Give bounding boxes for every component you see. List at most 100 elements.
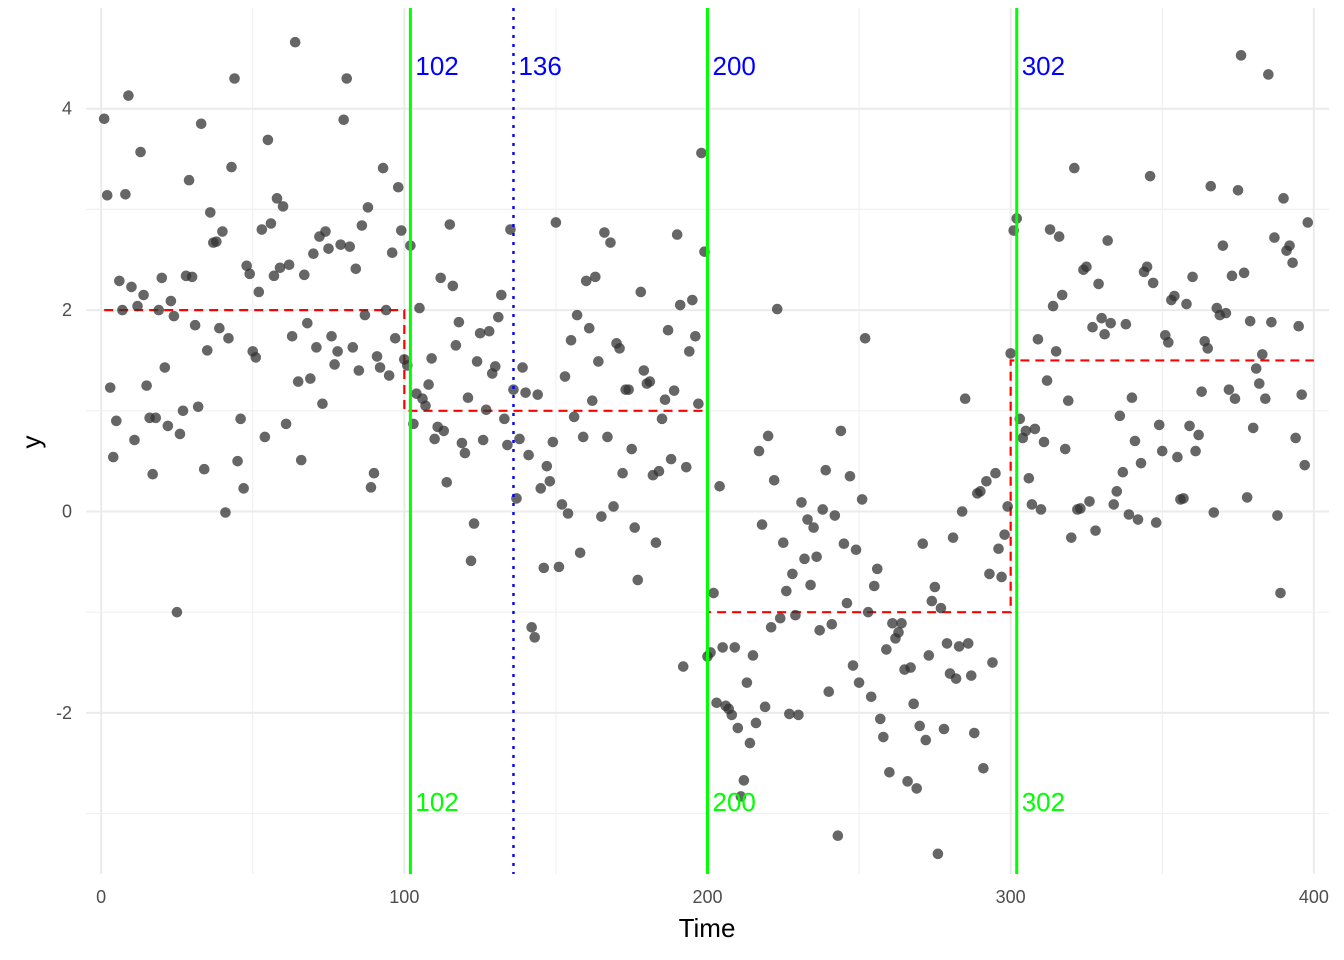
data-point bbox=[932, 848, 944, 860]
data-point bbox=[671, 229, 683, 240]
data-point bbox=[1156, 445, 1168, 457]
data-point bbox=[1284, 240, 1295, 251]
x-tick-label: 200 bbox=[692, 887, 722, 907]
data-point bbox=[374, 362, 386, 373]
data-point bbox=[926, 595, 938, 607]
data-point bbox=[1066, 532, 1077, 543]
data-point bbox=[1257, 349, 1268, 360]
data-point bbox=[347, 342, 359, 353]
data-point bbox=[286, 330, 298, 342]
data-point bbox=[335, 239, 346, 250]
data-point bbox=[714, 481, 725, 492]
data-point bbox=[738, 775, 750, 786]
data-point bbox=[253, 286, 265, 298]
data-point bbox=[586, 395, 598, 407]
data-point bbox=[580, 275, 592, 287]
data-point bbox=[962, 638, 974, 649]
data-point bbox=[1114, 410, 1126, 422]
changepoint-top-label: 302 bbox=[1022, 51, 1065, 81]
data-point bbox=[844, 470, 856, 482]
data-point bbox=[523, 449, 534, 461]
data-point bbox=[835, 425, 847, 437]
data-point bbox=[1299, 459, 1311, 471]
data-point bbox=[777, 537, 789, 549]
data-point bbox=[283, 259, 295, 271]
data-point bbox=[562, 508, 574, 519]
data-point bbox=[747, 650, 759, 661]
data-point bbox=[192, 401, 204, 413]
data-point bbox=[1205, 180, 1217, 192]
data-point bbox=[1069, 162, 1080, 174]
data-point bbox=[489, 361, 501, 372]
data-point bbox=[229, 73, 240, 84]
data-point bbox=[1229, 393, 1241, 405]
data-point bbox=[1238, 267, 1250, 279]
data-point bbox=[1150, 517, 1162, 528]
data-point bbox=[1144, 170, 1156, 182]
data-point bbox=[881, 644, 892, 655]
data-point bbox=[465, 555, 477, 567]
data-point bbox=[878, 731, 889, 743]
data-point bbox=[377, 162, 389, 174]
data-point bbox=[265, 218, 277, 229]
data-point bbox=[383, 370, 395, 381]
y-tick-label: -2 bbox=[56, 703, 72, 723]
data-point bbox=[808, 522, 819, 533]
data-point bbox=[1111, 486, 1123, 497]
data-point bbox=[917, 538, 929, 550]
data-point bbox=[153, 304, 165, 316]
data-point bbox=[317, 398, 328, 410]
data-point bbox=[350, 263, 362, 275]
data-point bbox=[1163, 337, 1174, 348]
data-point bbox=[1141, 261, 1153, 273]
data-point bbox=[1035, 504, 1047, 515]
data-point bbox=[929, 581, 941, 593]
axis-ticks: 0 100 200 300 400 -2 0 2 4 bbox=[56, 99, 1329, 907]
data-point bbox=[1023, 472, 1035, 484]
data-point bbox=[386, 247, 398, 258]
data-point bbox=[590, 271, 601, 283]
data-point bbox=[1278, 193, 1289, 204]
data-point bbox=[1196, 386, 1207, 397]
data-point bbox=[435, 272, 447, 284]
data-point bbox=[823, 686, 835, 698]
data-point bbox=[159, 362, 171, 373]
data-point bbox=[680, 461, 692, 473]
data-point bbox=[101, 189, 113, 201]
data-point bbox=[832, 830, 844, 842]
data-point bbox=[1096, 312, 1107, 324]
data-point bbox=[514, 433, 525, 445]
data-point bbox=[365, 482, 377, 493]
data-point bbox=[226, 161, 237, 173]
changepoint-top-label: 102 bbox=[415, 51, 458, 81]
data-point bbox=[371, 351, 383, 362]
data-point bbox=[814, 625, 825, 636]
data-point bbox=[1181, 298, 1192, 310]
data-point bbox=[896, 617, 907, 629]
x-tick-label: 400 bbox=[1299, 887, 1329, 907]
data-point bbox=[635, 286, 647, 298]
x-tick-label: 100 bbox=[389, 887, 419, 907]
x-tick-label: 300 bbox=[996, 887, 1026, 907]
true-mean-segments bbox=[104, 308, 1314, 614]
data-point bbox=[583, 322, 595, 334]
data-point bbox=[150, 412, 162, 424]
data-point bbox=[1172, 451, 1183, 463]
data-point bbox=[1247, 422, 1259, 434]
data-point bbox=[1241, 492, 1253, 503]
data-point bbox=[302, 317, 313, 329]
data-point bbox=[847, 660, 859, 671]
data-point bbox=[389, 332, 401, 344]
data-point bbox=[787, 568, 798, 580]
data-point bbox=[195, 118, 207, 130]
data-point bbox=[1190, 445, 1201, 457]
data-point bbox=[781, 585, 792, 597]
data-point bbox=[298, 269, 310, 281]
data-point bbox=[623, 384, 634, 395]
changepoint-bottom-label: 102 bbox=[415, 787, 458, 817]
data-point bbox=[968, 727, 980, 739]
data-point bbox=[165, 295, 177, 307]
data-point bbox=[1260, 393, 1271, 405]
data-point bbox=[517, 362, 528, 373]
data-point bbox=[274, 262, 286, 274]
